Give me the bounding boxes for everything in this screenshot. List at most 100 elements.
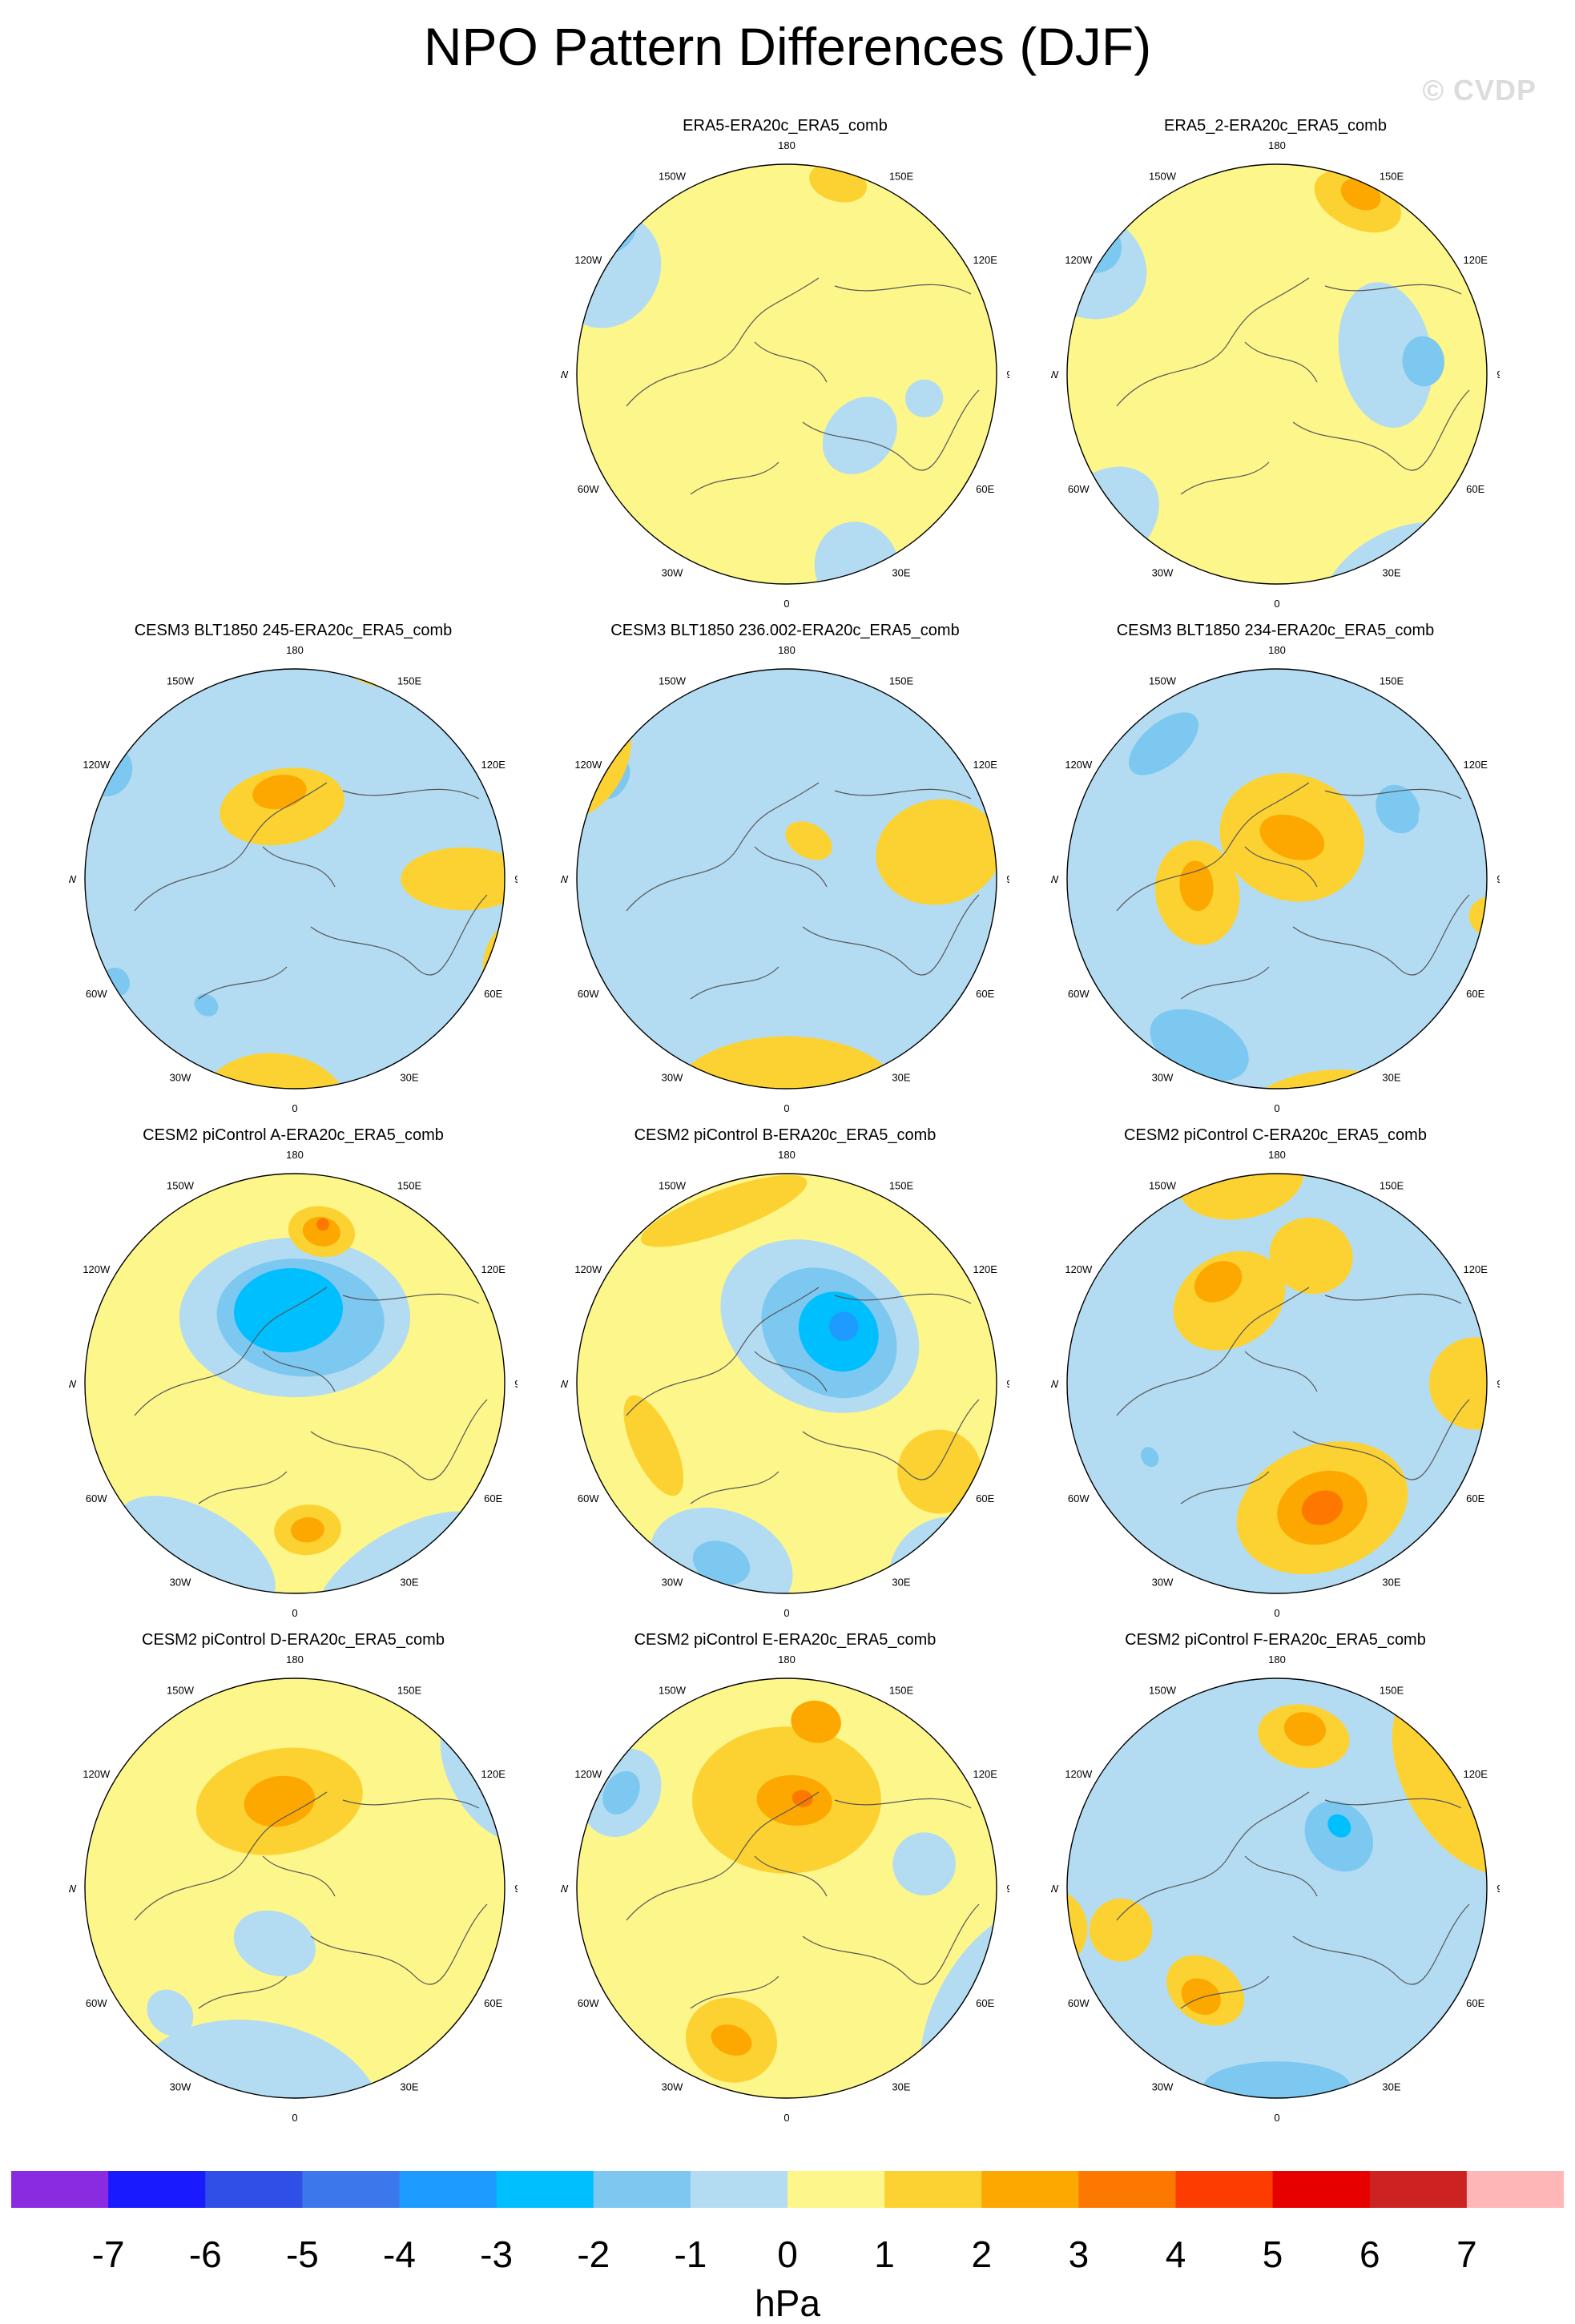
coastline [1292,1399,1470,1480]
map-panel: CESM3 BLT1850 236.002-ERA20c_ERA5_comb 18… [561,621,1009,1134]
longitude-label: 150E [889,1684,914,1696]
map-panel: CESM2 piControl F-ERA20c_ERA5_comb 180 150… [1051,1630,1500,2143]
polar-map: 180 150E 120E 90E 60E 30E 0 30W 60W 90W 120W 150W [561,1653,1009,2124]
anomaly-region [201,1053,348,1089]
longitude-label: 0 [1274,1607,1279,1619]
anomaly-region [252,775,307,810]
colorbar: -7 -6 -5 -4 -3 -2 -1 0 1 2 3 4 5 6 7 [11,2171,1564,2275]
coastline [198,1471,288,1504]
longitude-label: 0 [292,1102,297,1114]
longitude-label: 120W [1065,1263,1093,1275]
longitude-label: 120E [973,254,998,266]
polar-map: 180 150E 120E 90E 60E 30E 0 30W 60W 90W 120W 150W [1051,1653,1500,2124]
longitude-label: 180 [1268,1149,1286,1161]
longitude-label: 90W [1051,1883,1059,1895]
colorbar-tick-label: -2 [577,2233,610,2275]
longitude-label: 60W [1068,988,1090,1000]
coastline [802,1399,980,1480]
panel-title: CESM2 piControl C-ERA20c_ERA5_comb [1124,1126,1427,1144]
longitude-label: 90E [1496,873,1500,885]
longitude-label: 30E [1382,1577,1400,1589]
map-border [1066,668,1488,1090]
colorbar-tick-label: 0 [777,2233,798,2275]
coastline [1244,1855,1318,1897]
anomaly-region [1283,1712,1327,1746]
longitude-label: 30E [892,567,910,579]
longitude-label: 120W [1065,1768,1093,1780]
longitude-label: 150W [659,1179,687,1191]
longitude-label: 60W [578,1492,599,1504]
longitude-label: 60E [1466,1997,1484,2009]
longitude-label: 180 [286,644,304,656]
coastline [1324,1293,1462,1304]
coastline [834,1798,972,1809]
longitude-label: 120W [574,254,602,266]
colorbar-tick-label: -7 [92,2233,125,2275]
longitude-label: 30W [662,1072,683,1084]
longitude-label: 30W [1152,567,1174,579]
longitude-label: 150W [659,170,687,182]
coastline [310,1903,488,1985]
coastline [1116,782,1310,912]
coastline [1244,1351,1318,1392]
longitude-label: 90W [69,873,77,885]
longitude-label: 150E [1380,1179,1404,1191]
coastline [1324,788,1462,800]
panel-title: CESM2 piControl A-ERA20c_ERA5_comb [143,1126,444,1144]
anomaly-region [876,799,997,905]
longitude-label: 0 [1274,1102,1279,1114]
map-panel: CESM3 BLT1850 234-ERA20c_ERA5_comb 180 150… [1051,621,1500,1134]
longitude-label: 90W [1051,873,1059,885]
coastline [198,966,288,1000]
longitude-label: 60E [1466,483,1484,495]
colorbar-tick-label: 2 [972,2233,993,2275]
longitude-label: 180 [286,1149,304,1161]
longitude-label: 30E [1382,2081,1400,2093]
coastline [754,1351,828,1392]
anomaly-region [897,1429,981,1514]
longitude-label: 90E [1006,369,1009,381]
polar-map: 180 150E 120E 90E 60E 30E 0 30W 60W 90W 120W 150W [561,644,1009,1114]
coastline [1180,1471,1270,1504]
map-panel: ERA5-ERA20c_ERA5_comb 180 150E 120E 90E 60E 30… [561,116,1009,629]
longitude-label: 30W [662,567,683,579]
map-panel: CESM3 BLT1850 245-ERA20c_ERA5_comb 180 150… [69,621,518,1134]
longitude-label: 30W [662,2081,683,2093]
longitude-label: 120E [481,1768,506,1780]
polar-map: 180 150E 120E 90E 60E 30E 0 30W 60W 90W 120W 150W [69,1653,518,2124]
anomaly-region [828,1311,859,1342]
panel-title: CESM2 piControl F-ERA20c_ERA5_comb [1125,1631,1426,1649]
longitude-label: 90W [561,1883,569,1895]
longitude-label: 60E [1466,1492,1484,1504]
longitude-label: 90W [1051,369,1059,381]
anomaly-region [1128,712,1199,775]
coastline [754,341,828,383]
longitude-label: 150E [397,675,422,687]
map-border [576,1173,997,1594]
polar-map: 180 150E 120E 90E 60E 30E 0 30W 60W 90W 120W 150W [561,139,1009,610]
longitude-label: 30E [400,1577,418,1589]
polar-map: 180 150E 120E 90E 60E 30E 0 30W 60W 90W 120W 150W [69,1149,518,1619]
anomaly-region [905,379,944,417]
longitude-label: 90W [561,369,569,381]
longitude-label: 0 [1274,598,1279,610]
colorbar-swatch [788,2171,885,2208]
longitude-label: 60E [976,988,994,1000]
polar-map: 180 150E 120E 90E 60E 30E 0 30W 60W 90W 120W 150W [69,644,518,1114]
longitude-label: 120E [481,759,506,771]
longitude-label: 150E [1380,1684,1404,1696]
coastline [342,1293,480,1304]
longitude-label: 30E [1382,567,1400,579]
colorbar-swatch [496,2171,594,2208]
panel-title: ERA5-ERA20c_ERA5_comb [683,117,888,135]
coastline [134,782,328,912]
colorbar-swatch [108,2171,206,2208]
anomaly-region [792,1790,813,1807]
longitude-label: 180 [1268,139,1286,151]
coastline [626,1287,820,1416]
map-panel: CESM2 piControl E-ERA20c_ERA5_comb 180 150… [561,1630,1009,2143]
longitude-label: 120W [83,759,111,771]
coastline [310,1399,488,1480]
coastline [626,277,820,407]
colorbar-swatch [11,2171,109,2208]
